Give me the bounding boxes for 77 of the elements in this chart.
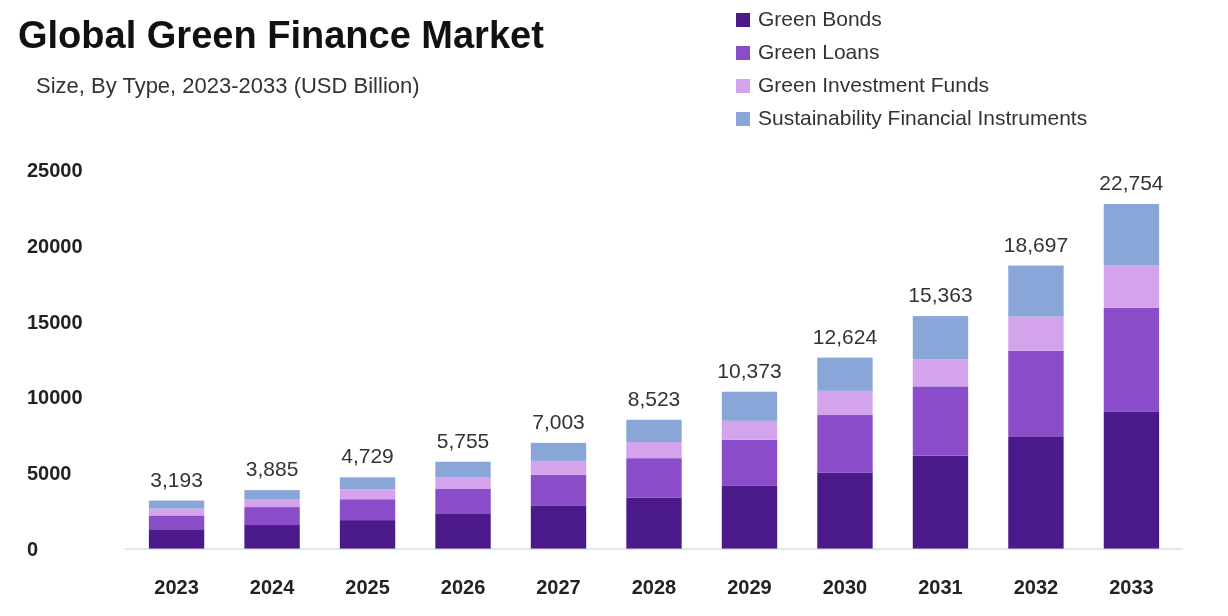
y-tick-label: 10000 — [27, 386, 83, 409]
x-tick-label: 2028 — [631, 576, 677, 598]
bar — [435, 461, 491, 478]
legend-label: Green Loans — [758, 40, 880, 63]
bar — [1008, 350, 1064, 437]
bar — [1103, 411, 1160, 549]
bar — [435, 477, 491, 489]
x-tick-label: 2025 — [345, 576, 390, 598]
bar — [817, 357, 873, 391]
total-label: 5,755 — [436, 428, 490, 452]
y-tick-label: 0 — [27, 538, 39, 560]
legend-label: Green Bonds — [758, 7, 882, 30]
bar — [148, 515, 205, 530]
bar — [912, 316, 969, 360]
bar — [1008, 265, 1064, 317]
bar — [339, 520, 396, 549]
bar — [339, 489, 396, 500]
total-label: 18,697 — [1003, 232, 1069, 256]
x-tick-label: 2030 — [822, 576, 868, 598]
bar — [530, 442, 587, 461]
y-tick-label: 25000 — [27, 159, 83, 181]
x-tick-label: 2031 — [918, 576, 963, 598]
total-label: 22,754 — [1099, 171, 1164, 195]
bar — [1103, 265, 1160, 308]
total-label: 8,523 — [627, 386, 681, 410]
x-tick-label: 2033 — [1109, 576, 1154, 598]
bar — [817, 472, 873, 549]
x-tick-label: 2023 — [154, 576, 199, 598]
bar — [339, 477, 396, 490]
chart-subtitle: Size, By Type, 2023-2033 (USD Billion) — [36, 73, 420, 98]
bar — [1103, 204, 1160, 266]
bar — [435, 488, 491, 514]
bar — [530, 460, 587, 475]
bar — [721, 485, 778, 549]
bar — [626, 497, 682, 549]
legend-label: Sustainability Financial Instruments — [758, 106, 1088, 129]
bar — [721, 420, 778, 440]
bar — [1103, 307, 1160, 412]
total-label: 10,373 — [717, 358, 782, 382]
total-label: 12,624 — [812, 324, 878, 348]
bar — [817, 415, 873, 473]
chart-title: Global Green Finance Market — [18, 14, 545, 56]
bar — [721, 391, 778, 421]
bar — [244, 499, 300, 508]
x-tick-label: 2026 — [440, 576, 486, 598]
x-tick-label: 2032 — [1013, 576, 1059, 598]
x-tick-label: 2029 — [727, 576, 772, 598]
bar — [244, 507, 300, 526]
bar — [530, 505, 587, 549]
total-label: 3,885 — [245, 457, 299, 481]
bar — [912, 359, 969, 387]
y-tick-label: 5000 — [27, 462, 72, 485]
bar — [1008, 316, 1064, 351]
bar — [912, 455, 969, 549]
x-tick-label: 2027 — [536, 576, 581, 598]
bar — [626, 458, 682, 498]
bar — [244, 490, 300, 500]
bar — [626, 442, 682, 459]
bar — [817, 390, 873, 416]
bar — [626, 419, 682, 442]
total-label: 4,729 — [341, 444, 394, 468]
total-label: 7,003 — [532, 409, 585, 433]
bar — [530, 474, 587, 506]
y-tick-label: 20000 — [27, 234, 83, 257]
total-label: 15,363 — [908, 283, 973, 307]
legend-label: Green Investment Funds — [758, 73, 990, 96]
bar — [244, 525, 300, 549]
bar — [912, 386, 969, 456]
bar — [148, 529, 205, 549]
bar — [721, 439, 778, 486]
x-tick-label: 2024 — [249, 576, 296, 598]
y-tick-label: 15000 — [27, 310, 83, 333]
bar — [1008, 436, 1064, 549]
bar — [339, 499, 396, 521]
total-label: 3,193 — [150, 467, 203, 491]
bar — [435, 513, 491, 549]
bar — [148, 508, 205, 516]
